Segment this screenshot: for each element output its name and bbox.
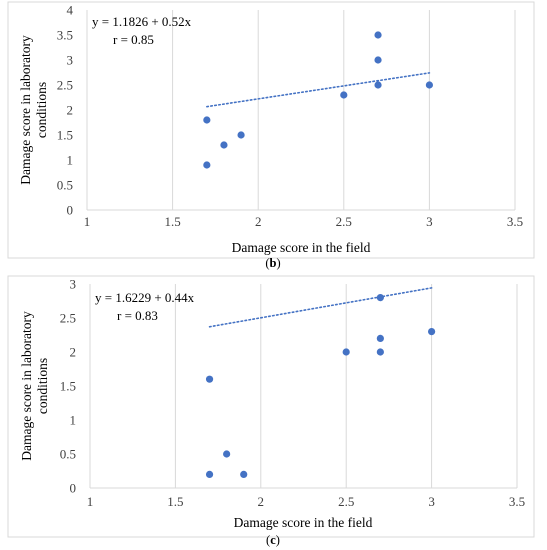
y-tick-label: 0 [70, 481, 77, 496]
data-point [425, 81, 433, 89]
data-point [237, 131, 245, 139]
x-tick-label: 2.5 [336, 214, 352, 229]
chart-panel-c: 1 1.5 2 2.5 3 3.5 0 0.5 1 1.5 2 2.5 3 y = 1.6229 + 0.… [7, 275, 535, 547]
chart-panel-b: 1 1.5 2 2.5 3 3.5 0 0.5 1 1.5 2 2.5 3 3.5 4 y = 1.1826 … [7, 1, 535, 270]
y-tick-label: 0.5 [60, 447, 76, 462]
data-point [428, 328, 436, 336]
correlation-coefficient: r = 0.85 [113, 32, 154, 47]
y-tick-label: 1.5 [57, 128, 73, 143]
x-tick-label: 2 [255, 214, 262, 229]
x-tick-label: 3.5 [509, 494, 525, 509]
y-tick-label: 1.5 [60, 379, 76, 394]
x-axis-title: Damage score in the field [234, 515, 373, 530]
y-tick-label: 2 [70, 345, 77, 360]
x-tick-label: 3.5 [507, 214, 523, 229]
panel-label: (c) [266, 533, 280, 547]
x-axis-title: Damage score in the field [232, 240, 371, 255]
data-point [223, 450, 231, 458]
data-point [376, 294, 384, 302]
correlation-coefficient: r = 0.83 [117, 308, 158, 323]
panel-label: (b) [265, 256, 280, 270]
y-axis-title: Damage score in laboratoryconditions [19, 311, 50, 461]
x-tick-label: 1 [87, 494, 94, 509]
x-tick-label: 2.5 [338, 494, 354, 509]
data-point [376, 348, 384, 356]
chart-frame [7, 275, 535, 538]
y-tick-label: 1 [70, 413, 77, 428]
data-point [374, 81, 382, 89]
y-tick-label: 3 [67, 53, 74, 68]
trendline [208, 287, 433, 328]
y-tick-label: 2.5 [57, 78, 73, 93]
y-tick-label: 2 [67, 103, 74, 118]
y-tick-label: 0 [67, 203, 74, 218]
data-point [205, 470, 214, 478]
x-tick-label: 1.5 [164, 214, 180, 229]
y-tick-label: 2.5 [60, 311, 76, 326]
data-point [340, 91, 348, 99]
x-tick-label: 3 [428, 494, 435, 509]
y-tick-label: 3 [70, 277, 77, 292]
data-point [374, 31, 382, 39]
x-tick-label: 1.5 [167, 494, 183, 509]
x-tick-label: 1 [84, 214, 91, 229]
chart-frame [7, 1, 535, 259]
trendline [206, 72, 431, 108]
y-tick-label: 4 [67, 3, 74, 18]
data-point [205, 375, 214, 383]
data-point [342, 348, 350, 356]
regression-equation: y = 1.6229 + 0.44x [95, 290, 195, 305]
data-point [220, 141, 228, 149]
y-axis-title: Damage score in laboratoryconditions [18, 35, 49, 185]
data-point [376, 334, 384, 342]
data-point [203, 161, 211, 169]
y-tick-label: 3.5 [57, 28, 73, 43]
y-tick-label: 0.5 [57, 178, 73, 193]
y-tick-label: 1 [67, 153, 74, 168]
regression-equation: y = 1.1826 + 0.52x [92, 14, 192, 29]
data-point [240, 470, 248, 478]
x-tick-label: 2 [258, 494, 265, 509]
x-tick-label: 3 [426, 214, 433, 229]
data-point [374, 56, 382, 64]
data-point [203, 116, 211, 124]
